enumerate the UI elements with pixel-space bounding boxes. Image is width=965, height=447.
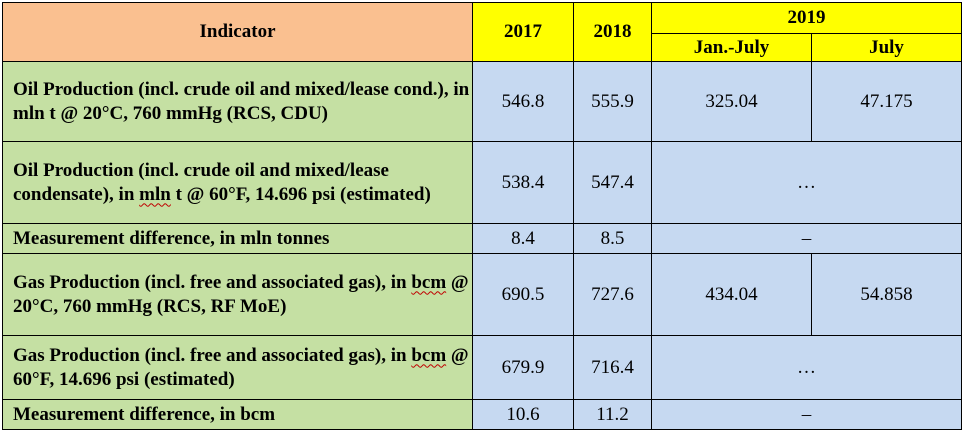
year-2019-header: 2019 bbox=[651, 1, 962, 35]
value-2018: 8.5 bbox=[573, 223, 652, 254]
value-2019-merged: – bbox=[651, 399, 962, 430]
jan-july-header: Jan.-July bbox=[651, 33, 812, 62]
indicator-header: Indicator bbox=[2, 2, 473, 62]
indicator-text-flagged: bcm bbox=[411, 344, 447, 366]
indicator-text-flagged: bcm bbox=[411, 271, 447, 293]
indicator-text: @ 20°C, 760 mmHg (RCS, RF MoE) bbox=[13, 271, 469, 317]
value-2019-merged: … bbox=[651, 141, 962, 224]
value-2017: 679.9 bbox=[472, 335, 574, 400]
indicator-text: Gas Production (incl. free and associate… bbox=[13, 344, 412, 366]
indicator-cell: Measurement difference, in bcm bbox=[2, 399, 473, 430]
indicator-cell: Oil Production (incl. crude oil and mixe… bbox=[2, 141, 473, 224]
value-2018: 555.9 bbox=[573, 61, 652, 142]
year-2017-header: 2017 bbox=[472, 2, 574, 62]
value-2019-merged: … bbox=[651, 335, 962, 400]
indicator-text-flagged: mln bbox=[139, 183, 171, 205]
indicator-cell: Measurement difference, in mln tonnes bbox=[2, 223, 473, 254]
indicator-text: Measurement difference, in mln tonnes bbox=[13, 227, 330, 249]
value-july: 47.175 bbox=[811, 61, 962, 142]
value-2018: 11.2 bbox=[573, 399, 652, 430]
value-jan-july: 434.04 bbox=[651, 253, 812, 336]
value-2017: 538.4 bbox=[472, 141, 574, 224]
value-2017: 10.6 bbox=[472, 399, 574, 430]
year-2018-header: 2018 bbox=[573, 2, 652, 62]
value-2019-merged: – bbox=[651, 223, 962, 254]
indicator-text: @ 60°F, 14.696 psi (estimated) bbox=[13, 344, 469, 390]
value-2018: 716.4 bbox=[573, 335, 652, 400]
value-july: 54.858 bbox=[811, 253, 962, 336]
indicator-text: Oil Production (incl. crude oil and mixe… bbox=[13, 78, 470, 124]
value-2017: 546.8 bbox=[472, 61, 574, 142]
indicator-text: Gas Production (incl. free and associate… bbox=[13, 271, 412, 293]
indicator-text: Oil Production (incl. crude oil and mixe… bbox=[13, 159, 389, 205]
value-2018: 727.6 bbox=[573, 253, 652, 336]
indicator-text: Measurement difference, in bcm bbox=[13, 403, 276, 425]
value-2017: 8.4 bbox=[472, 223, 574, 254]
indicator-text: t @ 60°F, 14.696 psi (estimated) bbox=[170, 183, 431, 205]
indicator-cell: Oil Production (incl. crude oil and mixe… bbox=[2, 61, 473, 142]
indicator-cell: Gas Production (incl. free and associate… bbox=[2, 335, 473, 400]
value-jan-july: 325.04 bbox=[651, 61, 812, 142]
july-header: July bbox=[811, 33, 962, 62]
production-table: Indicator 2017 2018 2019 Jan.-July July … bbox=[2, 1, 962, 430]
value-2017: 690.5 bbox=[472, 253, 574, 336]
value-2018: 547.4 bbox=[573, 141, 652, 224]
indicator-cell: Gas Production (incl. free and associate… bbox=[2, 253, 473, 336]
